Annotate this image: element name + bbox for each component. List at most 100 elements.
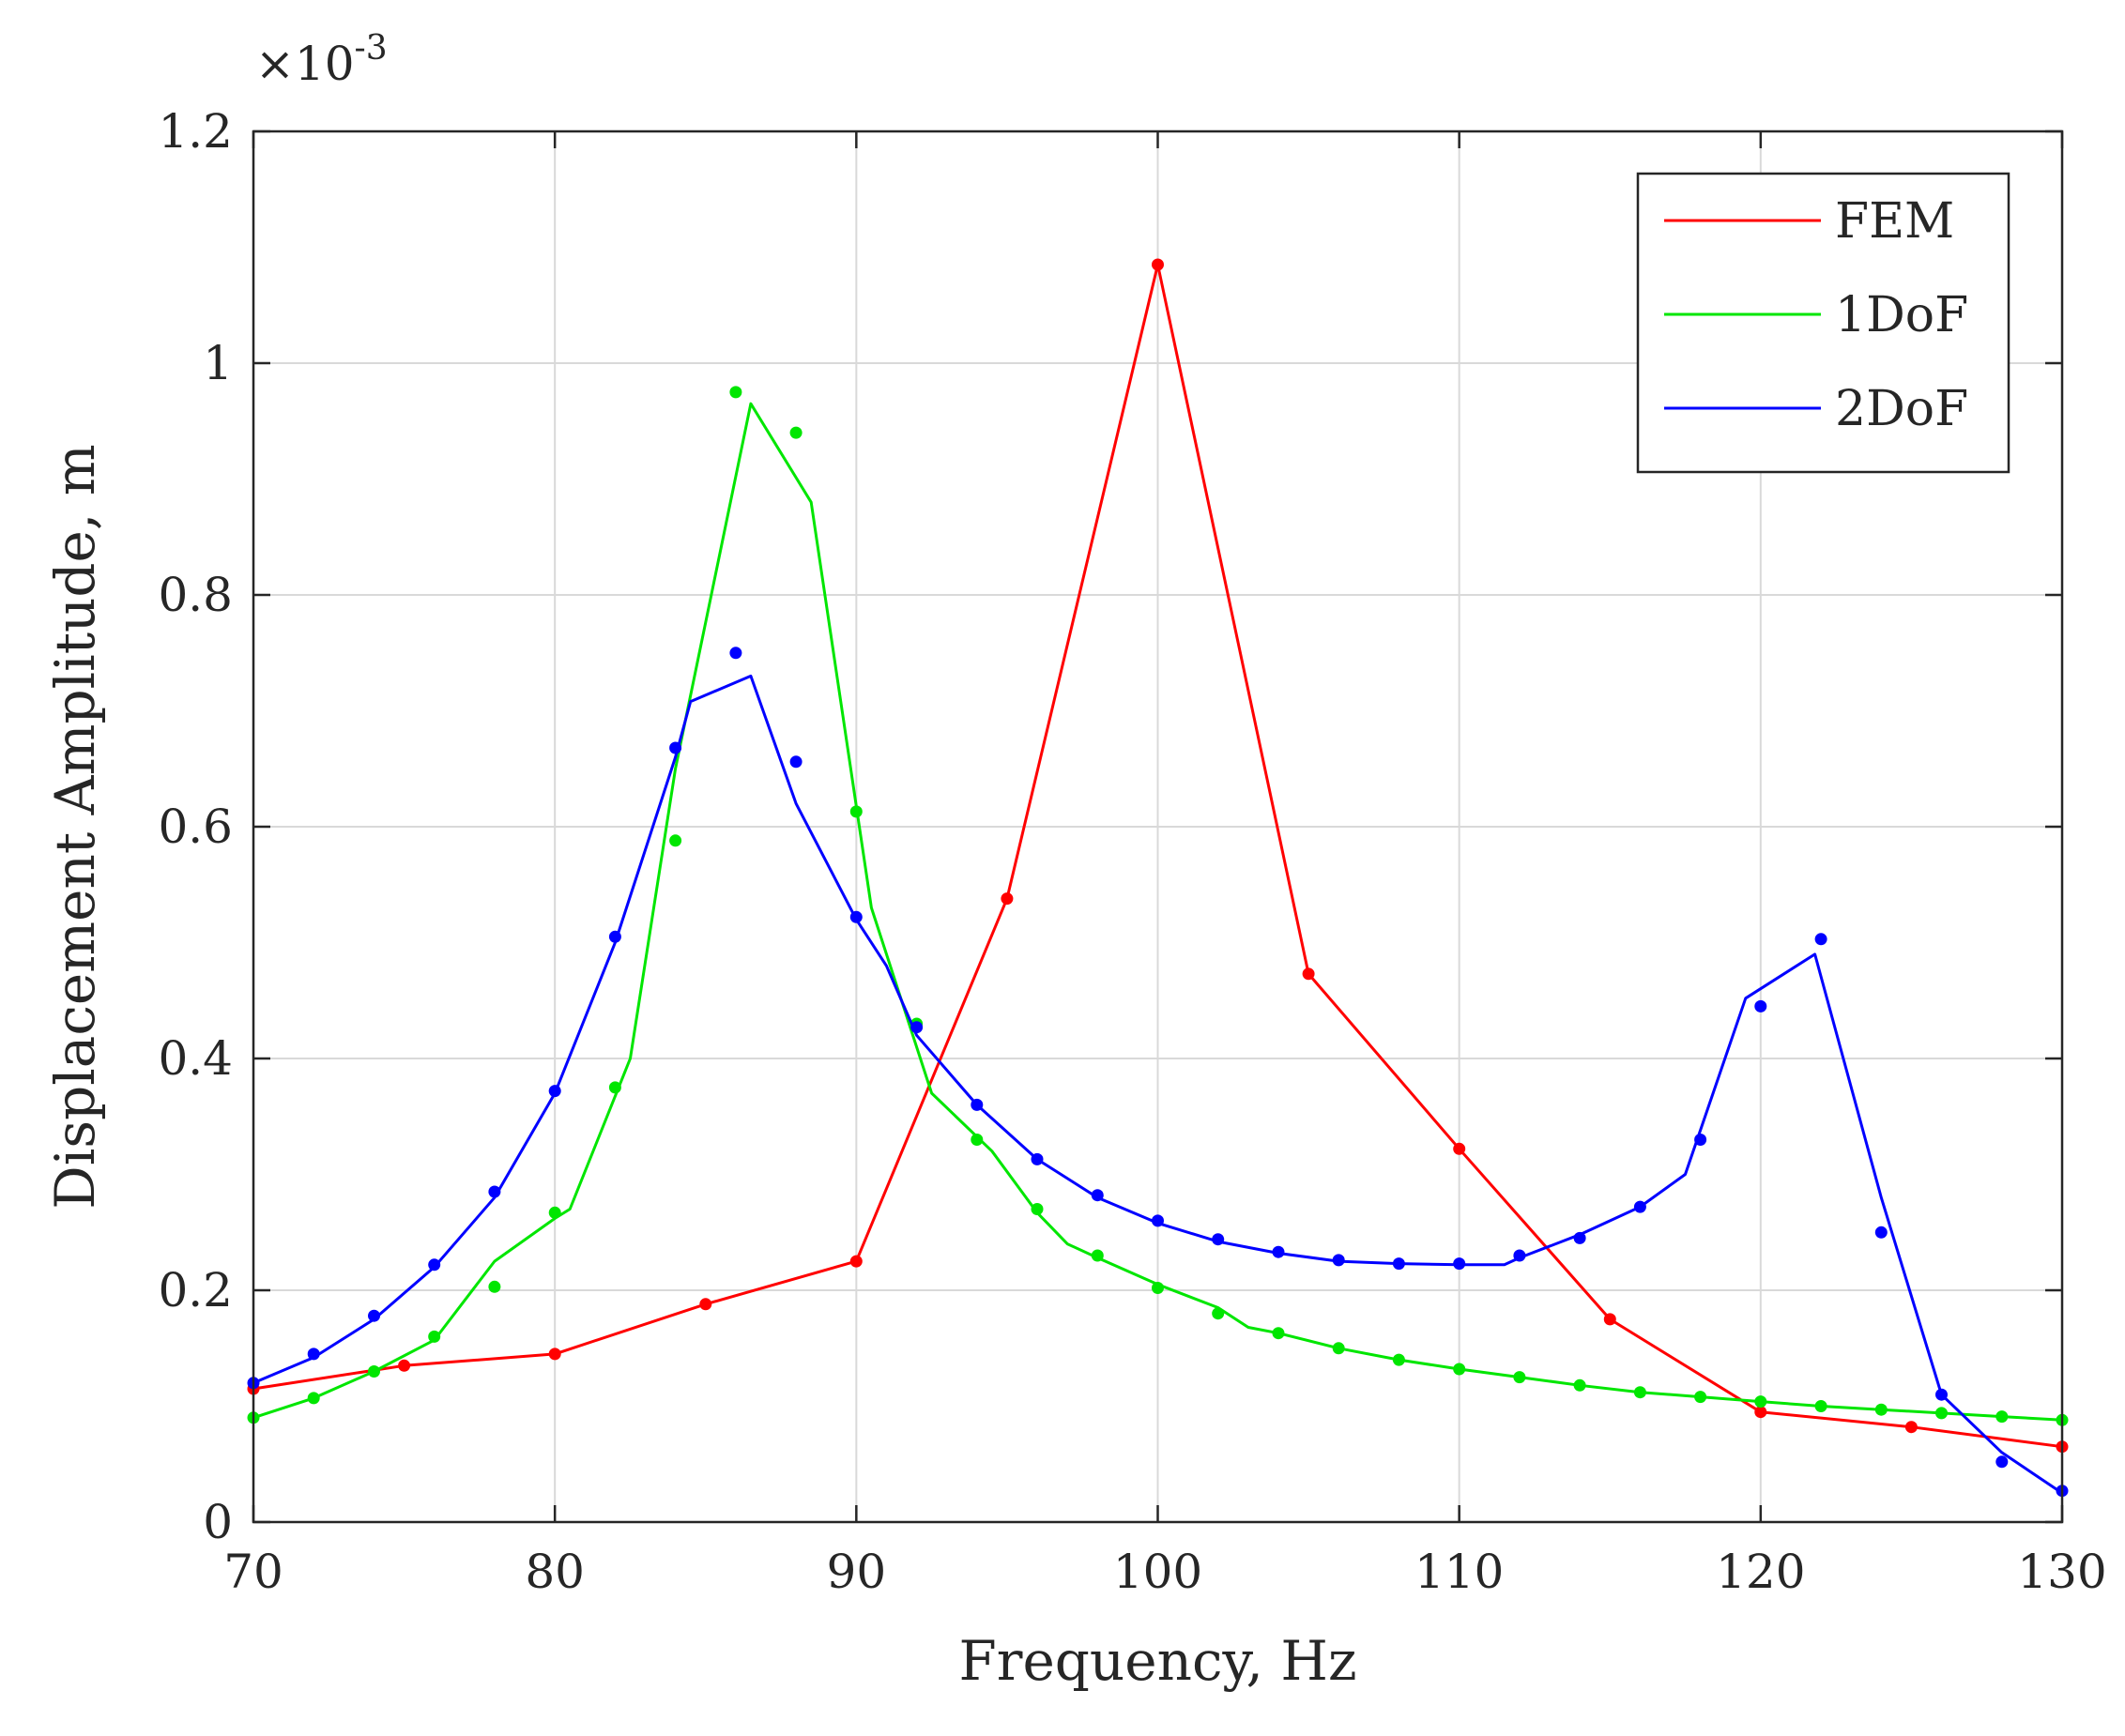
- y-exponent-power: -3: [355, 29, 388, 68]
- data-point-2dof: [971, 1098, 984, 1111]
- ticks: [252, 129, 2064, 1524]
- data-point-fem: [849, 1255, 863, 1268]
- data-point-fem: [1453, 1142, 1466, 1155]
- y-tick-label: 0.8: [158, 568, 233, 622]
- y-tick-label: 0.6: [158, 799, 233, 854]
- data-point-1dof: [1633, 1386, 1646, 1399]
- data-point-1dof: [1332, 1342, 1345, 1355]
- data-point-1dof: [368, 1365, 380, 1378]
- data-point-1dof: [849, 805, 863, 818]
- data-point-2dof: [729, 647, 742, 660]
- data-point-1dof: [1212, 1307, 1225, 1320]
- data-point-2dof: [1332, 1254, 1345, 1267]
- data-point-2dof: [1212, 1233, 1225, 1246]
- data-point-1dof: [1874, 1403, 1888, 1416]
- data-point-1dof: [971, 1134, 984, 1146]
- data-point-2dof: [1633, 1200, 1646, 1213]
- data-point-2dof: [1935, 1388, 1948, 1401]
- data-point-2dof: [368, 1309, 380, 1322]
- series-2dof: [247, 647, 2069, 1498]
- series-fem: [247, 258, 2069, 1454]
- data-point-1dof: [1272, 1327, 1285, 1340]
- data-point-1dof: [548, 1206, 561, 1219]
- y-tick-label: 0.4: [158, 1031, 233, 1086]
- data-point-2dof: [488, 1185, 501, 1198]
- data-point-fem: [1001, 892, 1014, 906]
- data-point-2dof: [1091, 1189, 1104, 1202]
- legend: FEM 1DoF 2DoF: [1636, 172, 2010, 474]
- data-point-1dof: [307, 1392, 320, 1405]
- data-point-2dof: [1874, 1226, 1888, 1239]
- x-tick-label: 80: [525, 1545, 585, 1599]
- data-point-1dof: [729, 386, 742, 399]
- data-point-1dof: [488, 1280, 501, 1293]
- data-point-1dof: [1152, 1282, 1164, 1294]
- data-point-fem: [1904, 1421, 1918, 1434]
- data-point-2dof: [1694, 1134, 1707, 1146]
- data-point-fem: [1754, 1406, 1767, 1419]
- x-axis-label: Frequency, Hz: [958, 1629, 1356, 1693]
- data-point-1dof: [1995, 1410, 2009, 1424]
- data-point-1dof: [1573, 1378, 1586, 1392]
- data-point-2dof: [789, 755, 803, 769]
- data-point-fem: [1603, 1313, 1616, 1326]
- data-point-2dof: [307, 1348, 320, 1361]
- data-point-2dof: [548, 1085, 561, 1098]
- data-point-2dof: [1272, 1245, 1285, 1258]
- data-point-1dof: [428, 1330, 441, 1343]
- y-tick-label: 0.2: [158, 1263, 233, 1317]
- x-tick-label: 90: [827, 1545, 887, 1599]
- y-exponent-label: ×10-3: [255, 29, 388, 91]
- legend-box: [1636, 172, 2010, 474]
- tick-labels: 70 80 90 100 110 120 130 0 0.2 0.4 0.6 0.8 1 1.2: [158, 104, 2106, 1599]
- data-point-1dof: [1694, 1391, 1707, 1404]
- data-point-2dof: [1513, 1249, 1526, 1262]
- data-point-2dof: [608, 930, 621, 943]
- data-point-fem: [1302, 967, 1315, 981]
- data-point-1dof: [669, 834, 682, 847]
- data-point-1dof: [1754, 1395, 1767, 1409]
- legend-label-fem: FEM: [1835, 193, 1954, 250]
- data-point-1dof: [608, 1081, 621, 1094]
- data-point-1dof: [1935, 1407, 1948, 1420]
- y-tick-label: 1: [203, 336, 233, 390]
- x-tick-label: 70: [223, 1545, 283, 1599]
- x-tick-label: 100: [1113, 1545, 1202, 1599]
- data-point-1dof: [1031, 1203, 1044, 1215]
- data-point-fem: [398, 1359, 411, 1372]
- legend-label-1dof: 1DoF: [1835, 287, 1968, 343]
- data-point-fem: [699, 1298, 712, 1311]
- data-point-2dof: [1453, 1257, 1466, 1271]
- y-axis-label: Displacement Amplitude, m: [43, 444, 107, 1209]
- data-point-2dof: [849, 910, 863, 923]
- data-point-2dof: [1814, 933, 1827, 946]
- x-tick-label: 120: [1716, 1545, 1805, 1599]
- data-point-2dof: [1754, 999, 1767, 1013]
- data-point-1dof: [789, 426, 803, 439]
- data-point-1dof: [1091, 1249, 1104, 1262]
- data-point-2dof: [1152, 1214, 1164, 1227]
- data-point-1dof: [1513, 1371, 1526, 1384]
- series-line-1dof: [252, 402, 2063, 1422]
- x-tick-label: 110: [1414, 1545, 1504, 1599]
- x-tick-label: 130: [2017, 1545, 2106, 1599]
- data-point-1dof: [1814, 1400, 1827, 1412]
- data-point-1dof: [1392, 1353, 1405, 1366]
- legend-label-2dof: 2DoF: [1835, 381, 1968, 437]
- data-point-2dof: [910, 1021, 924, 1034]
- y-tick-label: 0: [203, 1495, 233, 1549]
- data-point-2dof: [1995, 1455, 2009, 1469]
- data-point-1dof: [1453, 1363, 1466, 1376]
- data-point-2dof: [669, 741, 682, 754]
- series-line-2dof: [252, 674, 2063, 1495]
- data-point-2dof: [1392, 1257, 1405, 1271]
- data-point-2dof: [428, 1258, 441, 1272]
- y-tick-label: 1.2: [158, 104, 233, 159]
- series-layer: [247, 258, 2069, 1498]
- y-exponent-base: ×10: [255, 37, 355, 91]
- data-point-fem: [548, 1348, 561, 1361]
- data-point-2dof: [1031, 1152, 1044, 1165]
- data-point-fem: [1152, 258, 1164, 271]
- data-point-2dof: [1573, 1231, 1586, 1244]
